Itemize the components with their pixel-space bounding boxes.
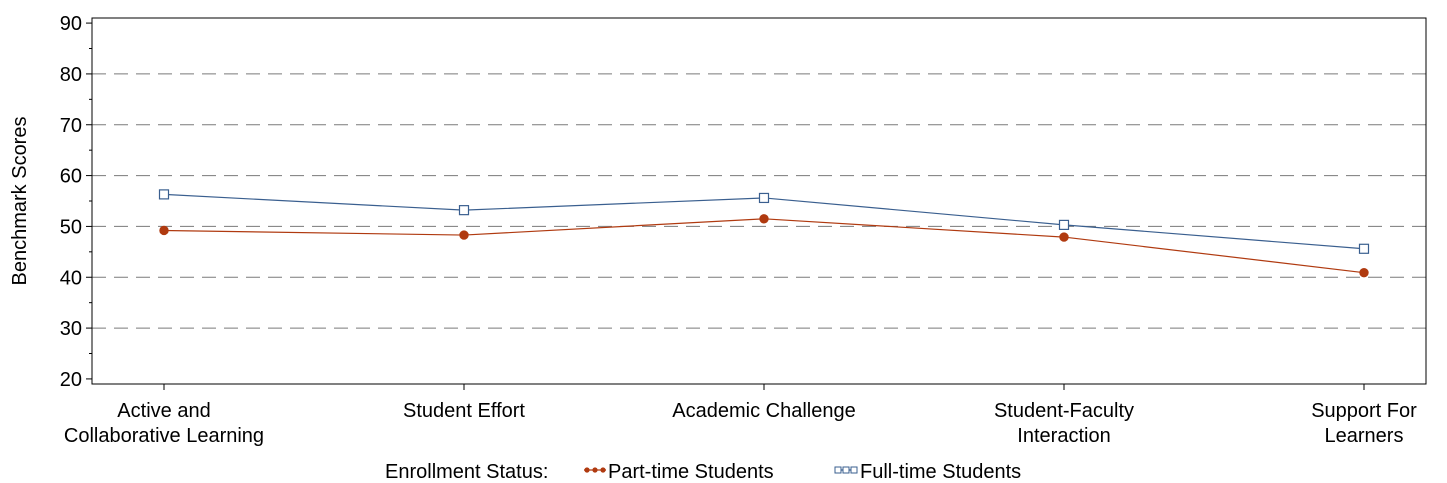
y-axis-title: Benchmark Scores [9, 117, 31, 286]
x-tick-label: Collaborative Learning [64, 425, 264, 447]
y-tick-label: 60 [60, 166, 82, 188]
legend-title: Enrollment Status: [385, 461, 548, 483]
data-point [759, 214, 769, 224]
x-tick-label: Academic Challenge [672, 400, 855, 422]
legend-swatch-marker [834, 466, 842, 474]
data-point [459, 230, 469, 240]
legend-label: Full-time Students [860, 461, 1021, 483]
data-point [458, 205, 470, 216]
data-point [1059, 232, 1069, 242]
legend-swatch-marker [584, 467, 590, 473]
data-point [159, 225, 169, 236]
data-point [1359, 267, 1369, 278]
legend-swatch-marker [850, 466, 858, 474]
legend: Enrollment Status: Part-time Students Ful… [385, 461, 1021, 483]
y-tick-label: 50 [60, 216, 82, 238]
series-lines [158, 189, 1370, 278]
y-axis: 20 30 40 50 60 70 80 90 [60, 13, 92, 391]
y-tick-label: 40 [60, 267, 82, 289]
x-axis: Active and Collaborative Learning Student … [64, 384, 1417, 447]
y-tick-label: 20 [60, 369, 82, 391]
x-tick-label: Learners [1325, 425, 1404, 447]
data-point [1058, 219, 1070, 230]
data-point [158, 189, 170, 200]
legend-swatch-marker [592, 467, 598, 473]
x-tick-label: Student-Faculty [994, 400, 1134, 422]
data-point [1358, 243, 1370, 254]
x-tick-label: Interaction [1017, 425, 1110, 447]
legend-swatch-marker [842, 466, 850, 474]
y-tick-label: 80 [60, 64, 82, 86]
legend-swatch-marker [600, 467, 606, 473]
gridlines [92, 73, 1426, 329]
legend-label: Part-time Students [608, 461, 774, 483]
y-tick-label: 30 [60, 318, 82, 340]
y-tick-label: 90 [60, 13, 82, 35]
y-tick-label: 70 [60, 115, 82, 137]
x-tick-label: Support For [1311, 400, 1417, 422]
x-tick-label: Student Effort [403, 400, 525, 422]
data-point [758, 192, 770, 204]
x-tick-label: Active and [117, 400, 210, 422]
